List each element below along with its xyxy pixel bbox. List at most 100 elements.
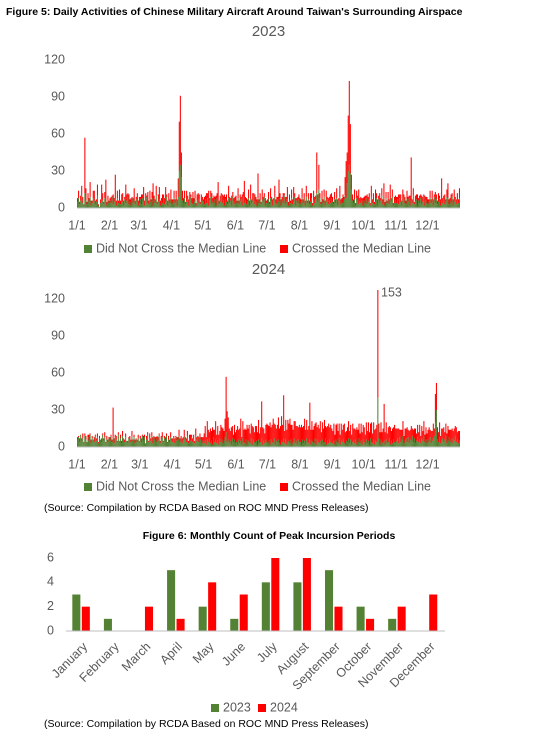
bar-segment <box>106 205 108 208</box>
bar-segment <box>153 200 155 208</box>
bar-segment <box>228 198 230 208</box>
bar-segment <box>326 444 328 447</box>
bar-segment <box>209 200 211 208</box>
bar-segment <box>291 444 293 447</box>
bar-segment <box>401 205 403 208</box>
bar-segment <box>130 442 132 447</box>
bar-segment <box>166 442 169 444</box>
x-tick-label: 8/1 <box>291 457 308 471</box>
bar-segment <box>177 437 179 440</box>
bar-segment <box>195 203 197 206</box>
bar-segment <box>170 437 172 447</box>
bar-segment <box>383 440 385 447</box>
bar-segment <box>158 199 160 208</box>
bar-segment <box>388 438 390 447</box>
bar-segment <box>242 196 244 208</box>
bar-segment <box>199 204 201 208</box>
bar-segment <box>384 444 386 447</box>
bar-segment <box>160 435 162 440</box>
bar-segment <box>174 443 176 447</box>
bar-segment <box>90 205 92 208</box>
bar-segment <box>202 201 204 208</box>
bar-segment <box>176 440 178 447</box>
bar-segment <box>398 204 400 208</box>
bar-segment <box>249 443 251 447</box>
bar-segment <box>317 194 319 202</box>
bar-segment <box>210 430 212 441</box>
bar-segment <box>448 199 450 205</box>
bar-segment <box>87 434 89 438</box>
bar-segment <box>90 439 92 444</box>
bar-segment <box>142 440 144 447</box>
bar-segment <box>442 428 444 439</box>
bar-segment <box>228 185 230 199</box>
bar-segment <box>321 422 323 440</box>
bar-segment <box>413 438 416 447</box>
bar <box>239 594 248 631</box>
bar-segment <box>368 193 370 200</box>
bar-segment <box>313 200 315 208</box>
bar-segment <box>165 433 167 436</box>
bar-segment <box>100 439 102 447</box>
bar-segment <box>176 437 178 441</box>
bar-segment <box>178 435 180 447</box>
bar-segment <box>277 417 279 440</box>
bar-segment <box>431 190 433 201</box>
bar-segment <box>457 443 459 447</box>
bar-segment <box>280 199 282 206</box>
bar-segment <box>91 203 93 208</box>
bar-segment <box>214 442 216 447</box>
bar-segment <box>175 200 177 208</box>
bar-segment <box>231 438 233 447</box>
bar-segment <box>105 443 107 447</box>
bar-segment <box>196 200 198 208</box>
bar-segment <box>89 196 91 208</box>
bar-segment <box>391 428 394 444</box>
bar-segment <box>126 194 128 201</box>
bar-segment <box>88 440 90 447</box>
bar-segment <box>362 198 364 206</box>
bar-segment <box>394 195 396 201</box>
bar-segment <box>419 424 421 440</box>
bar-segment <box>294 443 296 447</box>
bar-segment <box>130 198 132 206</box>
bar-segment <box>252 200 254 208</box>
bar-segment <box>221 439 223 447</box>
bar-segment <box>195 205 197 208</box>
bar-segment <box>241 437 243 445</box>
bar-segment <box>442 438 444 447</box>
bar-segment <box>248 424 250 443</box>
bar-segment <box>436 200 438 205</box>
bar-segment <box>385 422 387 440</box>
bar-segment <box>83 442 85 444</box>
bar-segment <box>227 417 229 440</box>
bar-segment <box>95 199 97 202</box>
bar-segment <box>194 440 196 444</box>
y-tick-label: 0 <box>58 439 65 453</box>
bar-segment <box>233 424 236 440</box>
bar-segment <box>173 435 175 439</box>
bar-segment <box>369 205 371 208</box>
bar-segment <box>441 200 443 208</box>
bar-segment <box>299 427 301 443</box>
bar-segment <box>144 200 146 206</box>
bar-segment <box>350 189 352 208</box>
bar-segment <box>429 437 431 447</box>
bar-segment <box>267 199 270 208</box>
bar-segment <box>192 442 194 447</box>
bar-segment <box>365 439 367 447</box>
bar-segment <box>351 434 353 445</box>
bar-segment <box>327 440 329 447</box>
bar-segment <box>164 204 166 208</box>
bar-segment <box>82 433 84 439</box>
bar-segment <box>323 196 325 208</box>
bar-segment <box>158 187 160 200</box>
bar-segment <box>258 439 260 447</box>
bar-segment <box>445 199 447 202</box>
bar-segment <box>121 435 124 447</box>
bar-segment <box>291 424 293 445</box>
bar-segment <box>326 199 328 208</box>
bar-segment <box>309 402 311 440</box>
bar-segment <box>400 194 402 202</box>
bar-segment <box>387 427 389 443</box>
